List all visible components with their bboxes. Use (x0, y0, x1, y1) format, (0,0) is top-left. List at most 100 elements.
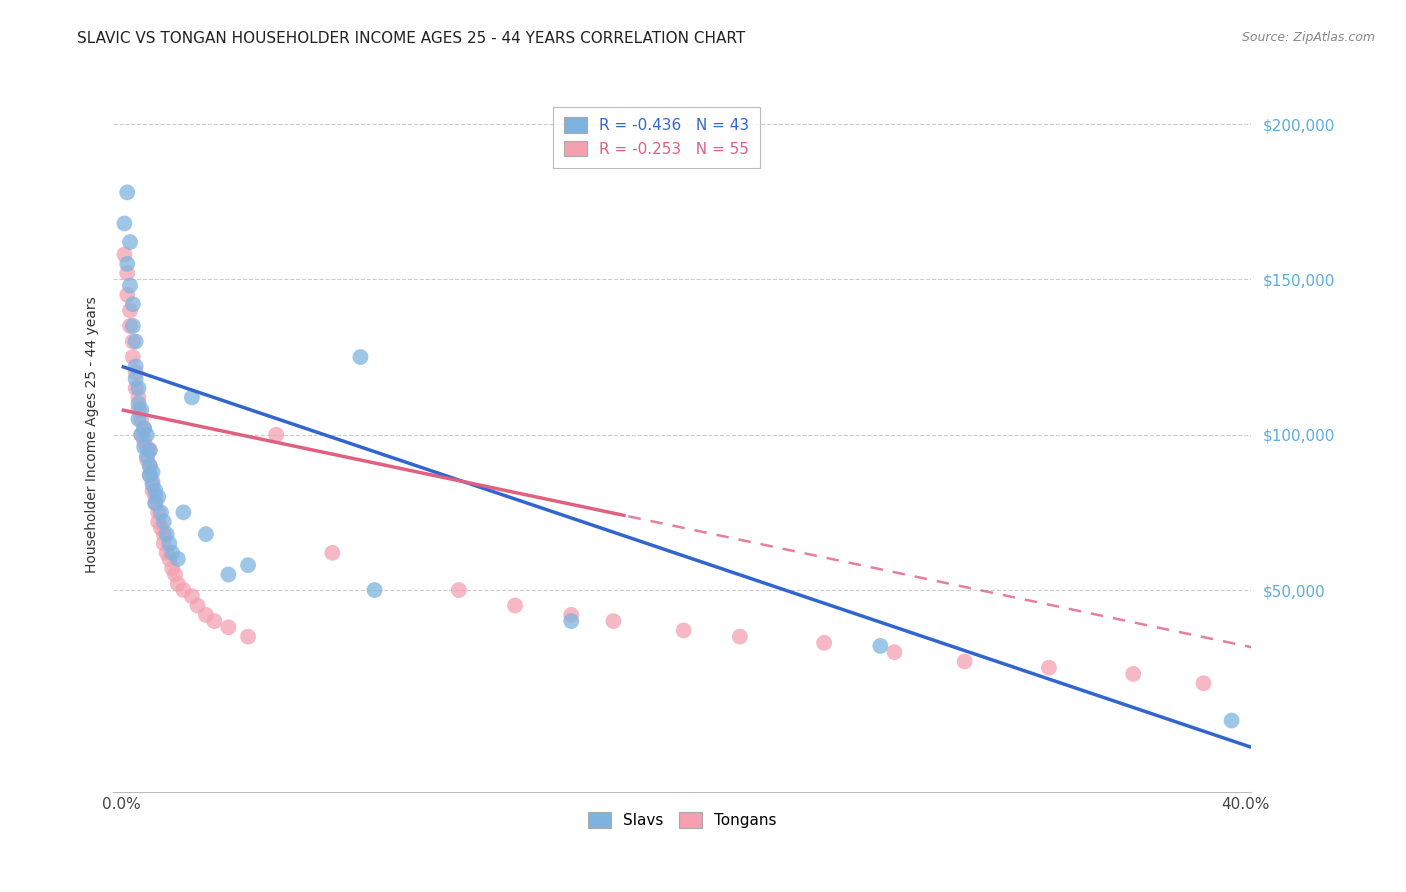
Point (146, 505, 169, 519)
Point (363, 582, 385, 597)
Point (813, 636, 835, 650)
Point (264, 427, 287, 442)
Point (135, 450, 157, 464)
Point (129, 427, 152, 442)
Point (138, 468, 160, 483)
Point (349, 350, 371, 364)
Point (118, 235, 141, 249)
Point (194, 607, 217, 622)
Point (166, 552, 188, 566)
Point (152, 527, 174, 541)
Y-axis label: Householder Income Ages 25 - 44 years: Householder Income Ages 25 - 44 years (86, 296, 100, 573)
Point (121, 318, 143, 333)
Point (127, 412, 149, 426)
Point (143, 496, 166, 510)
Point (121, 334, 143, 349)
Point (155, 527, 177, 541)
Point (141, 465, 163, 479)
Point (166, 577, 188, 591)
Point (869, 639, 891, 653)
Point (236, 630, 259, 644)
Point (124, 359, 146, 374)
Point (321, 546, 343, 560)
Point (602, 614, 624, 628)
Point (152, 515, 174, 529)
Point (149, 521, 172, 535)
Point (953, 655, 976, 669)
Point (672, 624, 695, 638)
Point (138, 468, 160, 483)
Point (138, 458, 160, 473)
Point (157, 536, 180, 550)
Point (127, 381, 149, 395)
Point (236, 558, 259, 573)
Point (141, 475, 163, 489)
Point (135, 440, 157, 454)
Point (141, 483, 163, 498)
Point (127, 391, 149, 405)
Point (883, 645, 905, 659)
Point (152, 536, 174, 550)
Point (172, 582, 194, 597)
Point (118, 318, 141, 333)
Point (132, 421, 155, 435)
Point (143, 483, 166, 498)
Point (138, 443, 160, 458)
Point (124, 366, 146, 380)
Point (560, 614, 582, 628)
Point (124, 381, 146, 395)
Point (132, 421, 155, 435)
Point (560, 607, 582, 622)
Point (163, 567, 186, 582)
Point (135, 452, 157, 467)
Point (118, 303, 141, 318)
Point (217, 620, 239, 634)
Point (172, 505, 194, 519)
Point (135, 427, 157, 442)
Point (112, 217, 135, 231)
Text: SLAVIC VS TONGAN HOUSEHOLDER INCOME AGES 25 - 44 YEARS CORRELATION CHART: SLAVIC VS TONGAN HOUSEHOLDER INCOME AGES… (77, 31, 745, 46)
Point (728, 630, 751, 644)
Point (447, 582, 470, 597)
Point (160, 546, 183, 560)
Point (115, 266, 138, 280)
Point (138, 443, 160, 458)
Point (202, 614, 225, 628)
Point (157, 552, 180, 566)
Point (160, 561, 183, 575)
Point (138, 458, 160, 473)
Point (121, 297, 143, 311)
Point (124, 372, 146, 386)
Point (186, 599, 208, 613)
Point (143, 496, 166, 510)
Point (124, 334, 146, 349)
Point (146, 515, 169, 529)
Point (129, 402, 152, 417)
Point (194, 527, 217, 541)
Legend: Slavs, Tongans: Slavs, Tongans (582, 806, 783, 834)
Point (118, 278, 141, 293)
Point (1220, 714, 1243, 728)
Text: Source: ZipAtlas.com: Source: ZipAtlas.com (1241, 31, 1375, 45)
Point (143, 490, 166, 504)
Point (1122, 667, 1144, 681)
Point (141, 477, 163, 491)
Point (503, 599, 526, 613)
Point (1192, 676, 1215, 690)
Point (121, 350, 143, 364)
Point (149, 505, 172, 519)
Point (217, 567, 239, 582)
Point (180, 589, 202, 603)
Point (155, 546, 177, 560)
Point (112, 247, 135, 261)
Point (115, 186, 138, 200)
Point (115, 288, 138, 302)
Point (115, 257, 138, 271)
Point (127, 402, 149, 417)
Point (180, 391, 202, 405)
Point (146, 490, 169, 504)
Point (129, 412, 152, 426)
Point (1038, 661, 1060, 675)
Point (132, 440, 155, 454)
Point (129, 427, 152, 442)
